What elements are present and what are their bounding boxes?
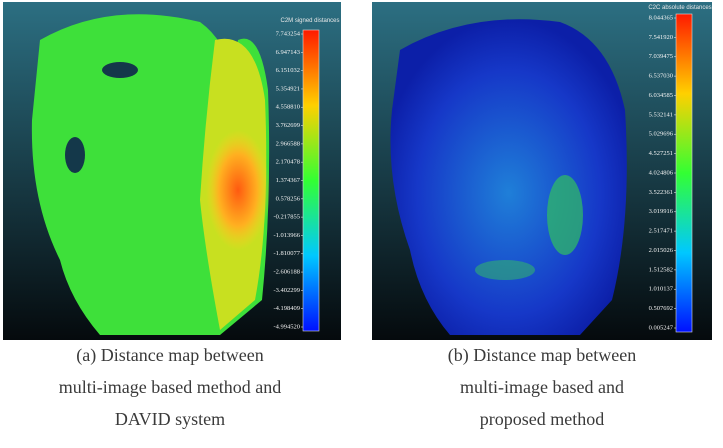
hole xyxy=(65,137,85,173)
scale-label: 6.151032 xyxy=(276,67,300,74)
scale-label: 3.762699 xyxy=(276,122,300,129)
face xyxy=(390,19,626,335)
scale-label: -4.994520 xyxy=(273,323,300,330)
scale-label: 5.532141 xyxy=(649,111,673,118)
panel-a: C2M signed distances 7.743254 6.947143 6.15… xyxy=(3,2,341,340)
scale-label: 4.558810 xyxy=(276,104,300,111)
color-scale xyxy=(303,30,319,331)
scale-label: 1.512582 xyxy=(649,266,673,273)
scale-label: 0.507692 xyxy=(649,305,673,312)
scale-label: 0.005247 xyxy=(649,324,674,331)
scale-label: 3.522361 xyxy=(649,189,673,196)
scale-label: -3.402299 xyxy=(273,287,300,294)
scale-label: 2.966588 xyxy=(276,140,300,147)
scale-title: C2C absolute distances xyxy=(648,5,711,11)
scale-label: -1.013966 xyxy=(273,232,300,239)
scale-label: 2.170478 xyxy=(276,159,300,166)
scale-label: 7.541920 xyxy=(649,34,673,41)
scale-title: C2M signed distances xyxy=(280,18,339,24)
caption-line: proposed method xyxy=(480,409,604,429)
caption-line: multi-image based method and xyxy=(59,377,281,397)
scale-label: -4.198409 xyxy=(273,305,300,312)
scale-label: 5.354921 xyxy=(276,85,300,92)
caption-line: DAVID system xyxy=(115,409,225,429)
scale-label: 2.015026 xyxy=(649,247,674,254)
panel-b: C2C absolute distances 8.044365 7.541920 7.… xyxy=(372,2,712,340)
scale-label: -2.606188 xyxy=(273,269,300,276)
highlight xyxy=(475,260,535,280)
scale-label: 6.537030 xyxy=(649,73,673,80)
color-scale xyxy=(676,14,692,332)
scale-label: 4.527251 xyxy=(649,150,673,157)
scale-label: 1.374367 xyxy=(276,177,301,184)
scale-label: -0.217855 xyxy=(273,214,300,221)
scale-label: 1.010137 xyxy=(649,286,674,293)
caption-line: (a) Distance map between xyxy=(76,345,263,366)
scale-label: 4.024806 xyxy=(649,169,674,176)
caption-line: multi-image based and xyxy=(460,377,624,397)
scale-label: 6.034585 xyxy=(649,92,673,99)
scale-label: 8.044365 xyxy=(649,14,673,21)
caption-line: (b) Distance map between xyxy=(448,345,636,366)
scale-label: 7.039475 xyxy=(649,53,673,60)
scale-label: 2.517471 xyxy=(649,228,673,235)
scale-label: 7.743254 xyxy=(276,30,301,37)
scale-label: 0.578256 xyxy=(276,195,301,202)
scale-label: 3.019916 xyxy=(649,208,674,215)
scale-label: 6.947143 xyxy=(276,49,300,56)
hole xyxy=(102,62,138,78)
highlight xyxy=(547,175,583,255)
figure: C2M signed distances 7.743254 6.947143 6.15… xyxy=(0,0,723,448)
scale-label: -1.810077 xyxy=(273,250,300,257)
scale-label: 5.029696 xyxy=(649,131,674,138)
hotspot xyxy=(206,130,270,250)
